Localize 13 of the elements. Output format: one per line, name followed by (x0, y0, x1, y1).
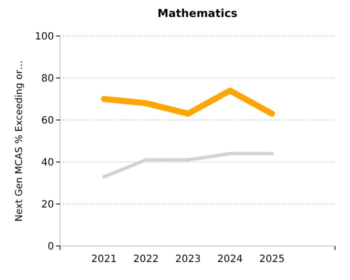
x-tick-label: 2024 (217, 254, 243, 265)
y-tick-label: 40 (41, 158, 54, 168)
y-tick-label: 20 (41, 200, 54, 210)
y-tick-label: 80 (41, 74, 54, 84)
x-tick-label: 2021 (91, 254, 117, 265)
y-tick-label: 100 (34, 32, 54, 42)
x-tick-label: 2025 (259, 254, 285, 265)
y-axis-title: Next Gen MCAS % Exceeding or… (14, 60, 25, 222)
y-tick-label: 0 (48, 242, 54, 252)
x-tick-label: 2023 (175, 254, 201, 265)
x-tick-label: 2022 (133, 254, 159, 265)
chart-title: Mathematics (158, 7, 238, 20)
y-tick-label: 60 (41, 116, 54, 126)
